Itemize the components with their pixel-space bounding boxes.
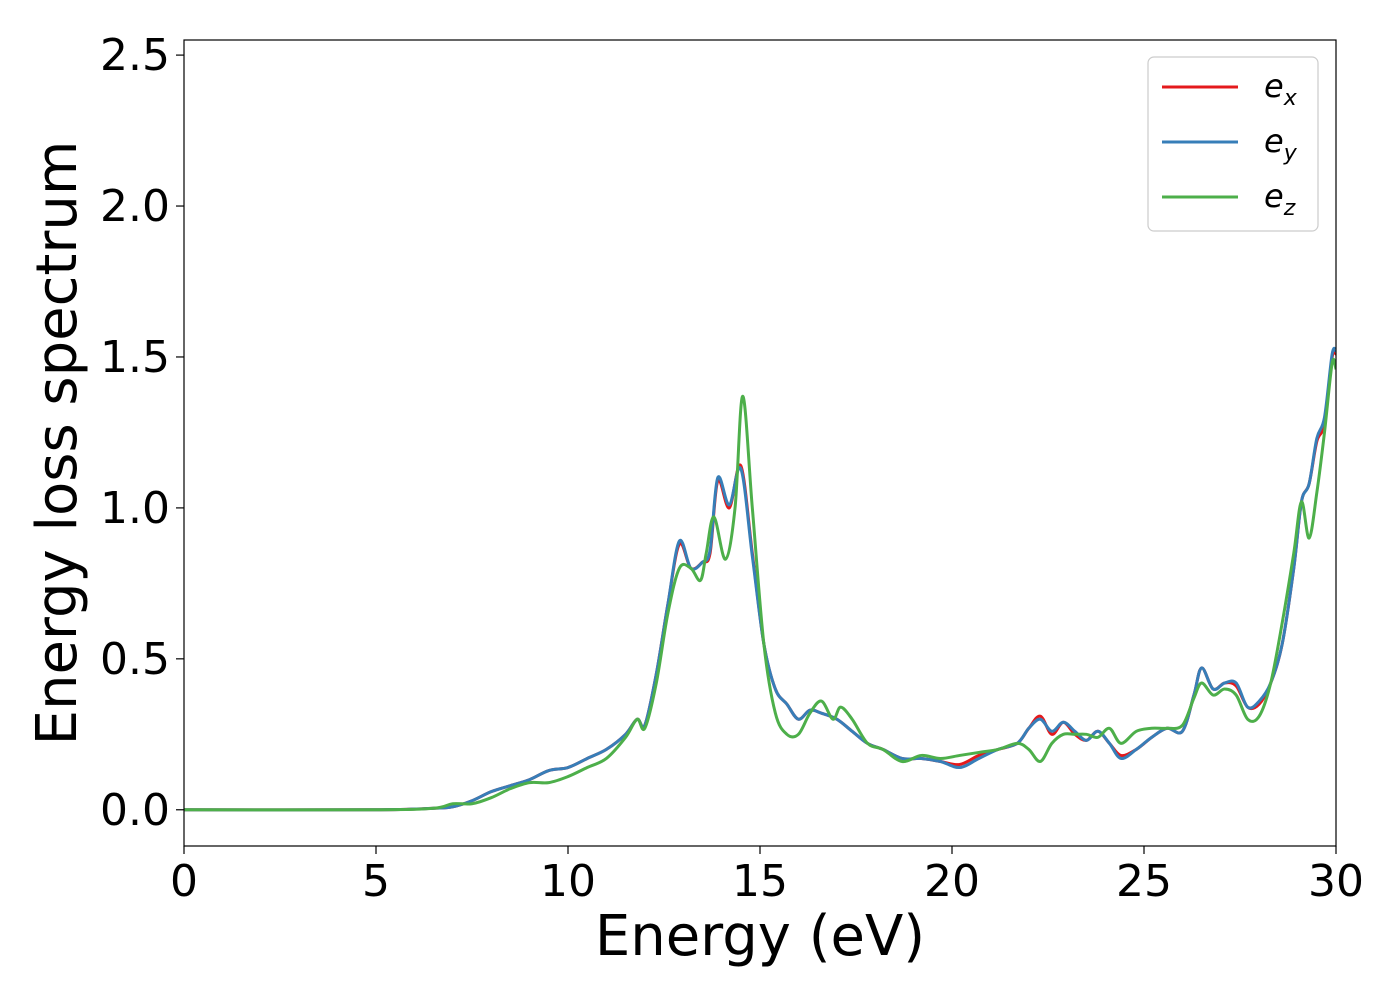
legend-label-subscript: y [1283, 141, 1298, 166]
y-tick-label: 1.5 [100, 332, 170, 383]
x-tick-label: 20 [924, 856, 980, 907]
y-tick-label: 0.0 [100, 785, 170, 836]
plot-frame [183, 39, 1337, 847]
y-tick-label: 1.0 [100, 483, 170, 534]
x-tick-label: 5 [362, 856, 390, 907]
x-tick-label: 25 [1116, 856, 1172, 907]
legend-label-x: ex [1264, 67, 1298, 111]
legend-label-base: e [1264, 177, 1284, 215]
x-tick-label: 15 [732, 856, 788, 907]
legend-label-base: e [1264, 122, 1284, 160]
series-group [184, 346, 1336, 812]
y-axis-title: Energy loss spectrum [25, 141, 90, 746]
x-tick-label: 30 [1308, 856, 1364, 907]
legend-label-subscript: x [1283, 86, 1298, 111]
x-tick-label: 0 [170, 856, 198, 907]
y-tick-label: 0.5 [100, 634, 170, 685]
y-tick-label: 2.0 [100, 181, 170, 232]
plot-area [184, 40, 1336, 846]
legend-label-z: ez [1264, 177, 1296, 221]
ticks-group: 0 5 10 15 20 25 30 0.0 0.5 1.0 1.5 2.0 2.5 [100, 30, 1364, 907]
x-axis-title: Energy (eV) [595, 904, 925, 969]
series-line-z [184, 357, 1336, 812]
legend-label-subscript: z [1283, 196, 1296, 221]
x-tick-label: 10 [540, 856, 596, 907]
legend-box [1147, 56, 1319, 232]
legend-label-base: e [1264, 67, 1284, 105]
y-tick-label: 2.5 [100, 30, 170, 81]
legend-label-y: ey [1264, 122, 1298, 166]
